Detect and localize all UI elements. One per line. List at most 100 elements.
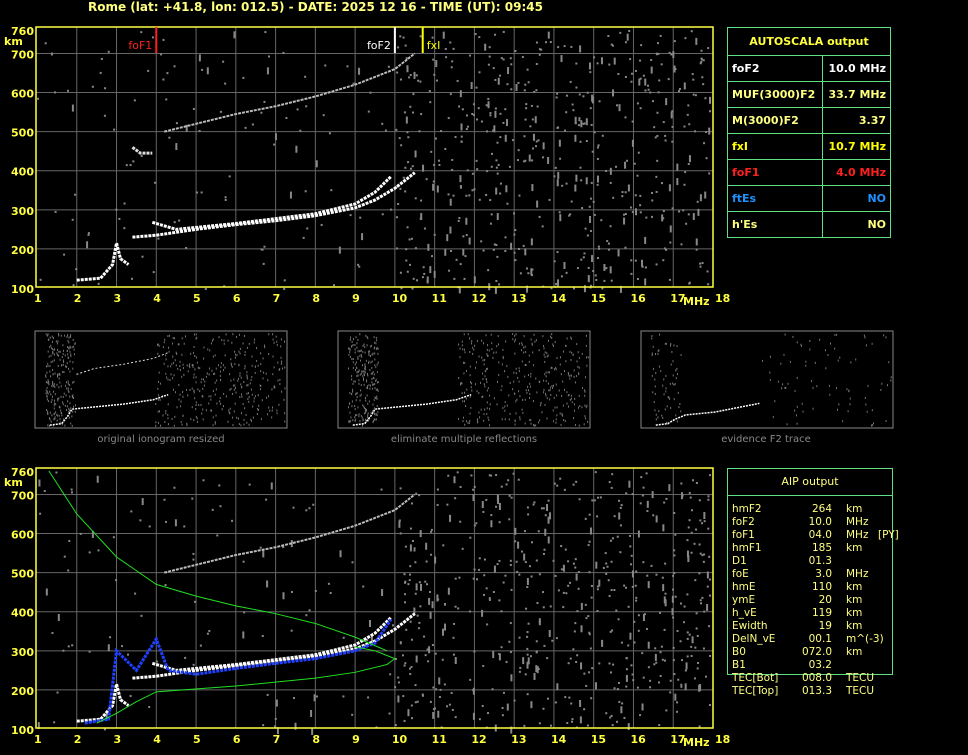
noise-dot [509,651,512,654]
noise-dot [404,545,407,548]
noise-dot [526,391,528,394]
noise-dot [261,399,263,402]
noise-dot [625,668,628,671]
noise-dot [706,571,709,579]
noise-dot [689,496,692,499]
noise-dot [676,701,679,704]
noise-dot [485,104,488,107]
noise-dot [551,366,553,369]
noise-dot [585,376,587,379]
noise-dot [531,268,534,271]
noise-dot [693,542,696,545]
noise-dot [555,383,557,386]
noise-dot [276,340,278,343]
noise-dot [320,223,323,226]
noise-dot [415,492,418,495]
noise-dot [485,368,487,371]
noise-dot [220,366,222,369]
autoscala-row: h'Es NO [727,211,892,238]
aip-cell: ymE [732,594,756,606]
noise-dot [375,379,377,382]
noise-dot [441,658,444,661]
noise-dot [185,335,187,338]
noise-dot [65,394,67,397]
noise-dot [243,380,245,383]
noise-dot [672,382,674,385]
noise-dot [642,676,645,679]
noise-dot [234,350,236,353]
noise-dot [417,627,420,630]
noise-dot [390,208,393,211]
noise-dot [460,140,463,143]
noise-dot [55,471,58,474]
noise-dot [360,393,362,396]
noise-dot [366,639,369,642]
noise-dot [52,390,54,393]
noise-dot [514,259,517,262]
noise-dot [657,416,659,419]
noise-dot [285,116,288,119]
noise-dot [569,657,572,660]
noise-dot [585,140,588,143]
noise-dot [636,174,639,177]
noise-dot [248,423,250,426]
noise-dot [275,699,278,707]
noise-dot [676,367,678,370]
noise-dot [177,343,179,346]
noise-dot [560,373,562,376]
noise-dot [585,118,588,126]
noise-dot [53,413,55,416]
aip-cell [878,542,918,555]
noise-dot [283,279,286,282]
noise-dot [584,389,586,392]
noise-dot [224,196,227,199]
noise-dot [211,369,213,372]
noise-dot [193,389,195,392]
noise-dot [147,69,150,72]
noise-dot [418,494,421,497]
noise-dot [243,611,246,614]
noise-dot [276,412,278,415]
noise-dot [514,334,516,337]
noise-dot [470,342,472,345]
noise-dot [410,638,413,641]
noise-dot [172,388,174,391]
noise-dot [701,554,704,557]
noise-dot [352,344,354,347]
noise-dot [525,351,527,354]
noise-dot [834,334,836,337]
noise-dot [673,344,675,347]
noise-dot [355,361,357,364]
noise-dot [62,353,64,356]
noise-dot [495,505,498,508]
noise-dot [626,33,629,41]
noise-dot [466,169,469,172]
noise-dot [532,364,534,367]
noise-dot [415,74,418,77]
noise-dot [65,365,67,368]
noise-dot [578,356,580,359]
noise-dot [54,416,56,419]
noise-dot [652,345,654,348]
noise-dot [66,387,68,390]
noise-dot [66,405,68,408]
noise-dot [641,652,644,655]
x-tick-label: 16 [630,292,646,305]
noise-dot [417,79,420,82]
noise-dot [495,474,498,477]
noise-dot [576,267,579,270]
noise-dot [112,536,115,539]
noise-dot [557,172,560,180]
noise-dot [664,134,667,137]
noise-dot [399,532,402,535]
aip-cell [878,646,918,659]
noise-dot [230,362,232,365]
noise-dot [293,697,296,700]
noise-dot [59,373,61,376]
noise-dot [475,86,478,89]
noise-dot [193,373,195,376]
noise-dot [64,334,66,337]
noise-dot [280,338,282,341]
noise-dot [289,191,292,199]
noise-dot [540,404,542,407]
